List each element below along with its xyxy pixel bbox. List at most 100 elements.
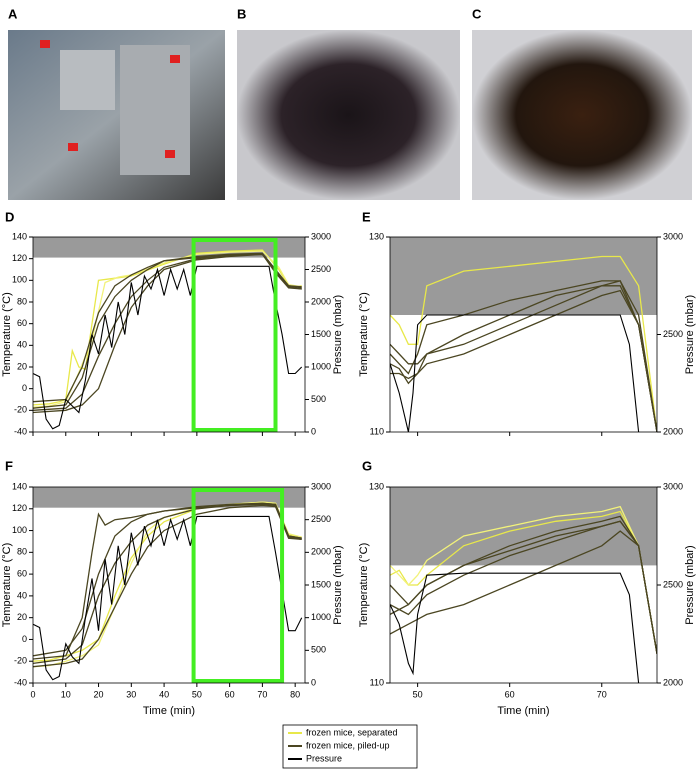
- photo-detail: [165, 150, 175, 158]
- x-tick-label: 70: [257, 689, 267, 699]
- y-axis-label: Temperature (°C): [1, 543, 13, 627]
- y2-tick-label: 3000: [311, 231, 331, 241]
- series-line: [33, 249, 302, 406]
- y-tick-label: 20: [17, 361, 27, 371]
- series-line: [33, 515, 303, 681]
- legend-box: [282, 724, 418, 769]
- photo-a: [8, 30, 225, 200]
- y-tick-label: 130: [369, 231, 384, 241]
- y2-tick-label: 0: [311, 426, 316, 436]
- y-axis-label: Temperature (°C): [358, 292, 370, 376]
- y2-tick-label: 500: [311, 645, 326, 655]
- y-tick-label: 120: [12, 253, 27, 263]
- y2-axis-label: Pressure (mbar): [684, 295, 696, 374]
- y-tick-label: 100: [12, 525, 27, 535]
- lines: [33, 501, 303, 681]
- shaded-range: [390, 487, 657, 566]
- y2-tick-label: 2500: [311, 514, 331, 524]
- shaded-range: [390, 237, 657, 315]
- series-line: [33, 265, 303, 430]
- series-line: [33, 504, 302, 668]
- y-tick-label: 60: [17, 568, 27, 578]
- panel-label: B: [237, 6, 246, 21]
- chart: 110 130 2000 2500 3000 Temperature (°C) Pressu…: [358, 231, 696, 436]
- y-tick-label: -20: [14, 405, 27, 415]
- x-tick-label: 30: [126, 689, 136, 699]
- x-tick-label: 40: [159, 689, 169, 699]
- series-line: [390, 515, 657, 654]
- series-line: [390, 520, 657, 654]
- y-tick-label: 20: [17, 612, 27, 622]
- x-tick-label: 50: [413, 689, 423, 699]
- y-tick-label: 140: [12, 481, 27, 491]
- photo-detail: [170, 55, 180, 63]
- y-tick-label: 60: [17, 318, 27, 328]
- y2-tick-label: 2500: [663, 579, 683, 589]
- series-line: [390, 572, 640, 683]
- y2-axis-label: Pressure (mbar): [684, 545, 696, 624]
- y2-tick-label: 2000: [663, 426, 683, 436]
- legend-label: frozen mice, separated: [306, 727, 398, 737]
- y2-tick-label: 1500: [311, 329, 331, 339]
- y-tick-label: 110: [370, 677, 384, 687]
- y2-tick-label: 1000: [311, 612, 331, 622]
- series-line: [33, 502, 302, 657]
- panel-label: E: [362, 209, 371, 224]
- y2-tick-label: 500: [311, 394, 326, 404]
- photo-b: [237, 30, 460, 200]
- lines: [390, 255, 657, 432]
- series-line: [390, 289, 657, 432]
- series-line: [390, 285, 657, 432]
- chart: -40-200204060801001201400500100015002000…: [1, 231, 344, 436]
- y2-tick-label: 1500: [311, 579, 331, 589]
- y-tick-label: 100: [12, 275, 27, 285]
- y-tick-label: 0: [22, 634, 27, 644]
- y2-tick-label: 2000: [663, 677, 683, 687]
- y-tick-label: -40: [14, 426, 27, 436]
- series-line: [390, 530, 657, 654]
- series-line: [33, 501, 302, 668]
- series-line: [33, 253, 302, 414]
- lines: [33, 249, 303, 430]
- series-line: [390, 280, 657, 432]
- panel-label: A: [8, 6, 18, 21]
- y-tick-label: 80: [17, 296, 27, 306]
- y-tick-label: -20: [14, 656, 27, 666]
- series-line: [390, 314, 640, 432]
- y-tick-label: -40: [14, 677, 27, 687]
- y2-tick-label: 2500: [663, 329, 683, 339]
- photo-detail: [120, 45, 190, 175]
- y-axis-label: Temperature (°C): [358, 543, 370, 627]
- y-tick-label: 80: [17, 547, 27, 557]
- x-tick-label: 80: [290, 689, 300, 699]
- series-line: [33, 502, 302, 660]
- photo-detail: [60, 50, 115, 110]
- y2-tick-label: 2000: [311, 547, 331, 557]
- panel-label: F: [5, 458, 13, 473]
- y2-axis-label: Pressure (mbar): [332, 295, 344, 374]
- series-line: [390, 505, 657, 654]
- x-axis-label: Time (min): [497, 705, 549, 717]
- y2-tick-label: 2000: [311, 296, 331, 306]
- y2-tick-label: 0: [311, 677, 316, 687]
- panel-label: D: [5, 209, 14, 224]
- legend-label: frozen mice, piled-up: [306, 740, 390, 750]
- y-tick-label: 130: [369, 481, 384, 491]
- photo-c: [472, 30, 692, 200]
- chart: -40 -20 0 20 40 60 80 100 120 140 0 500 1000 1500 2000…: [1, 481, 344, 717]
- legend: frozen mice, separated frozen mice, piled…: [282, 724, 418, 769]
- x-tick-label: 50: [192, 689, 202, 699]
- legend-label: Pressure: [306, 753, 342, 763]
- y-tick-label: 40: [17, 590, 27, 600]
- y-tick-label: 120: [12, 503, 27, 513]
- x-axis-label: Time (min): [143, 705, 195, 717]
- x-tick-label: 70: [597, 689, 607, 699]
- series-line: [390, 255, 657, 432]
- x-tick-label: 10: [61, 689, 71, 699]
- series-line: [33, 252, 302, 409]
- y2-tick-label: 3000: [663, 481, 683, 491]
- series-line: [33, 253, 302, 403]
- series-line: [33, 503, 302, 665]
- y-tick-label: 140: [12, 231, 27, 241]
